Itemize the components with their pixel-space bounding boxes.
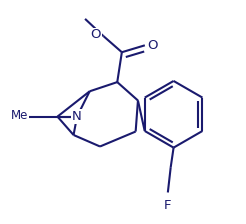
Text: O: O: [91, 28, 101, 41]
Text: F: F: [164, 199, 172, 212]
Text: N: N: [72, 110, 82, 123]
Text: Me: Me: [11, 109, 29, 122]
Text: O: O: [147, 39, 158, 52]
